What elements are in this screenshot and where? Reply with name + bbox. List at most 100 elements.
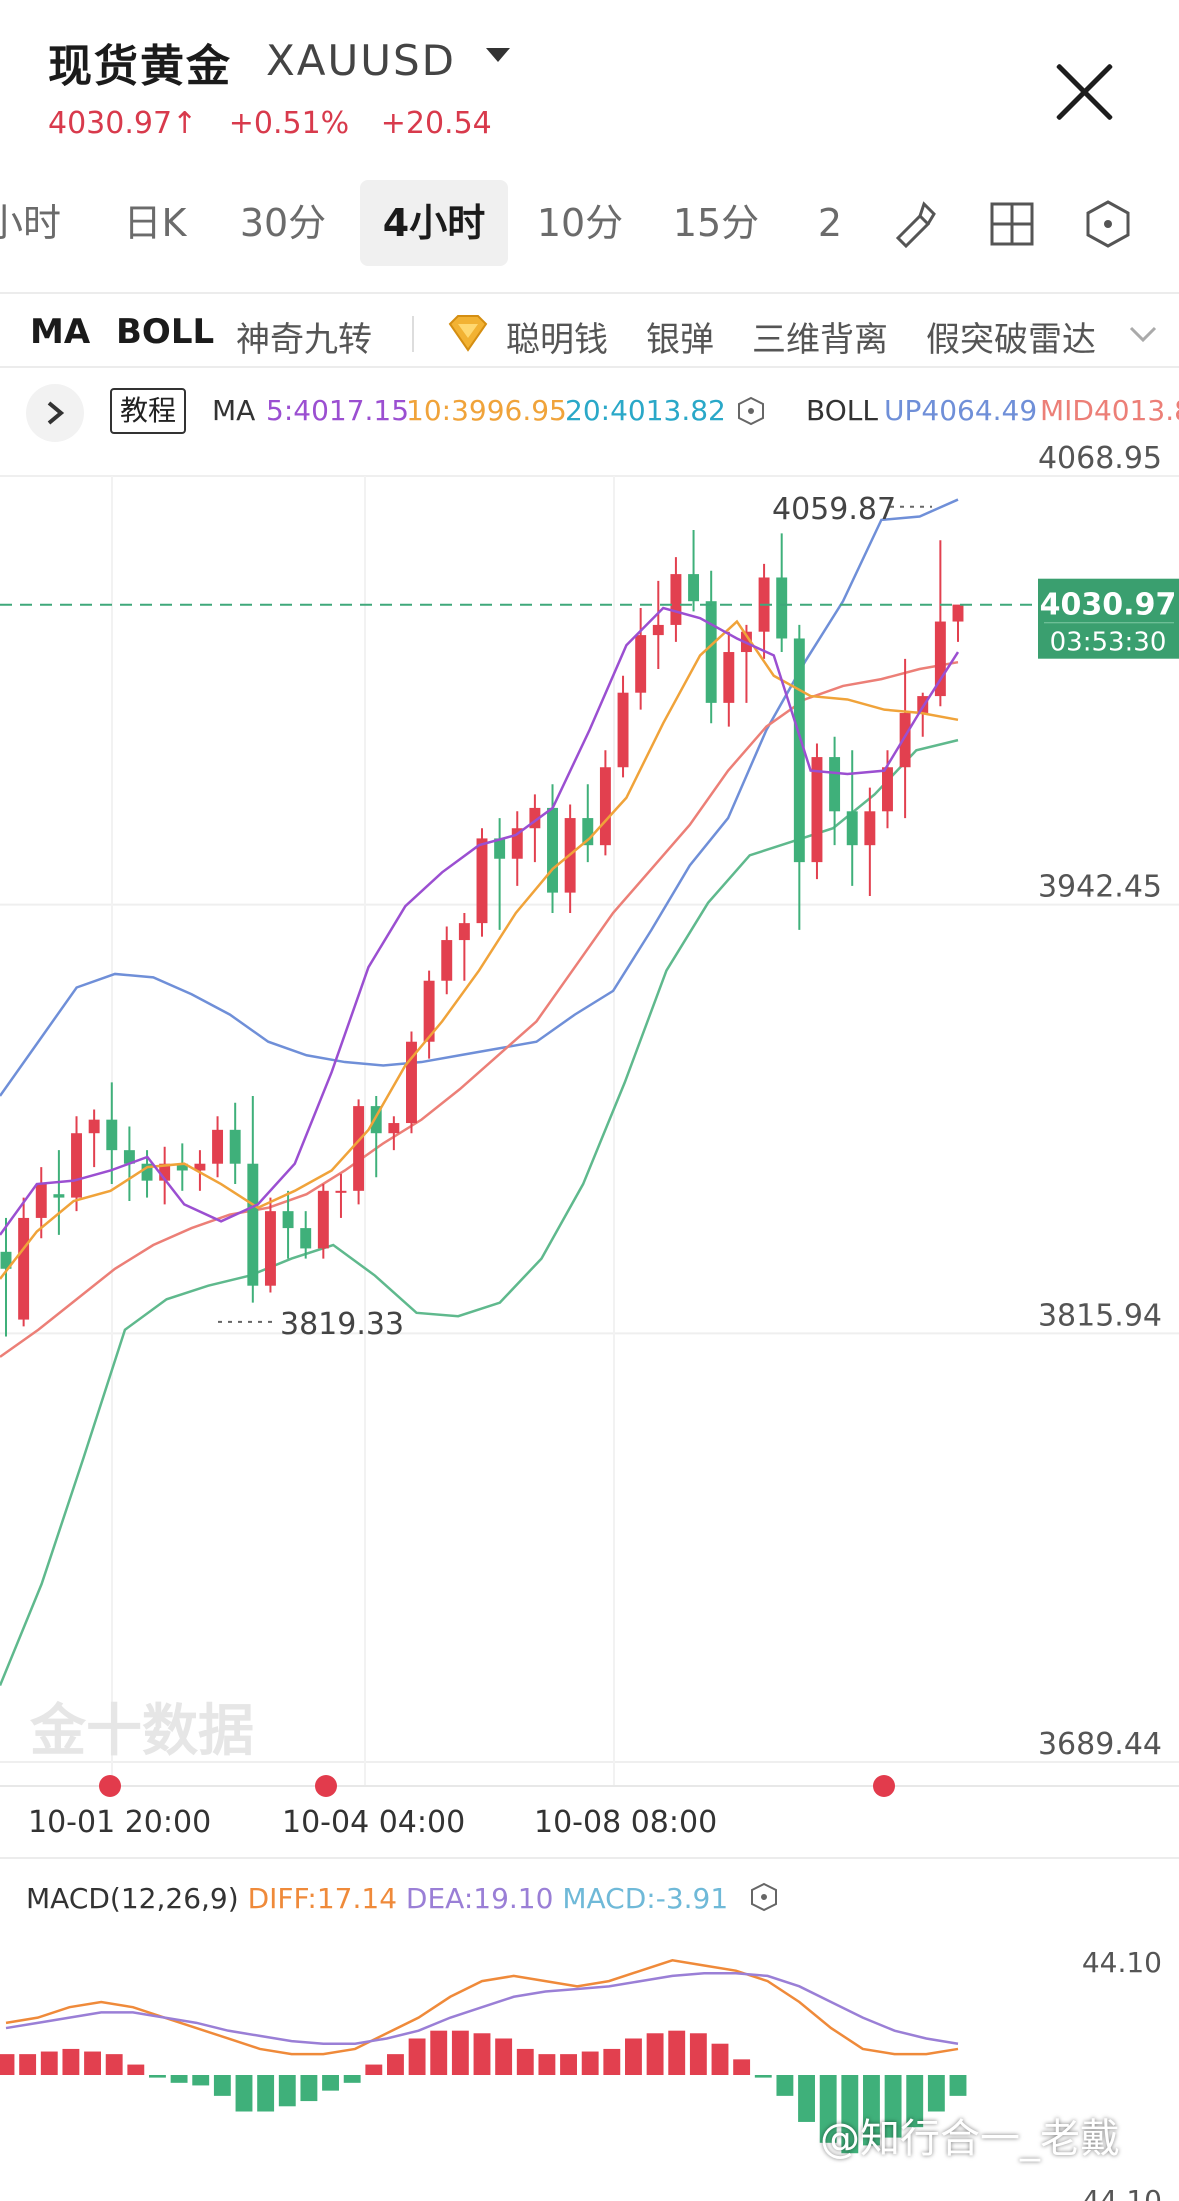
macd-histogram-bar — [213, 2075, 231, 2096]
candle-body — [282, 1211, 294, 1229]
candle-body — [194, 1163, 206, 1171]
ma5-line — [0, 606, 960, 1236]
candle-body — [406, 1041, 417, 1124]
candle-body — [35, 1184, 47, 1218]
macd-histogram-bar — [581, 2051, 599, 2075]
tab-30min[interactable]: 30分 — [239, 201, 327, 245]
tab-2hour[interactable]: 2小 — [817, 201, 843, 245]
candle-body — [88, 1119, 100, 1134]
macd-histogram-bar — [40, 2051, 58, 2075]
candle-body — [264, 1211, 276, 1286]
tab-day[interactable]: 日K — [123, 201, 187, 245]
event-marker[interactable] — [315, 1775, 337, 1797]
candle-body — [547, 807, 558, 893]
macd-histogram-bar — [560, 2054, 577, 2075]
macd-histogram-bar — [235, 2075, 253, 2112]
y-tick-label: 3815.94 — [1038, 1298, 1162, 1333]
candle-body — [511, 828, 523, 859]
expand-button[interactable] — [26, 384, 84, 442]
chevron-down-icon[interactable] — [1128, 324, 1158, 344]
macd-histogram-bar — [84, 2051, 101, 2075]
tab-4hour[interactable]: 4小时 — [360, 180, 508, 266]
candle-body — [652, 624, 664, 636]
tutorial-button[interactable]: 教程 — [110, 388, 187, 434]
indicator-false-breakout[interactable]: 假突破雷达 — [926, 320, 1096, 360]
settings-icon[interactable] — [749, 1882, 779, 1912]
macd-histogram-bar — [473, 2033, 491, 2075]
macd-histogram-bar — [149, 2075, 166, 2078]
divider — [0, 366, 1179, 368]
candle-body — [723, 652, 735, 703]
candle-body — [670, 574, 682, 625]
candle-body — [934, 621, 946, 697]
period-tabs: 小时 日K 30分 4小时 10分 15分 2小 — [0, 180, 1179, 270]
indicator-silver-bullet[interactable]: 银弹 — [646, 320, 714, 360]
indicator-nine-turn[interactable]: 神奇九转 — [236, 320, 372, 360]
candle-body — [688, 574, 700, 602]
macd-histogram-bar — [257, 2075, 275, 2112]
indicator-boll[interactable]: BOLL — [116, 312, 215, 352]
boll-label: BOLL — [806, 394, 878, 427]
candle-body — [229, 1129, 241, 1164]
macd-histogram-bar — [516, 2048, 534, 2075]
candle-body — [793, 638, 805, 863]
price-quote: 4030.97↑ +0.51% +20.54 — [48, 106, 514, 141]
macd-histogram-bar — [538, 2054, 556, 2075]
macd-diff: DIFF:17.14 — [247, 1882, 398, 1915]
settings-icon[interactable] — [736, 396, 766, 426]
candle-body — [476, 838, 488, 924]
tab-10min[interactable]: 10分 — [536, 201, 624, 245]
macd-title: MACD(12,26,9) — [26, 1882, 239, 1915]
macd-histogram-bar — [62, 2048, 80, 2075]
candle-body — [317, 1190, 329, 1249]
macd-histogram-bar — [949, 2075, 967, 2096]
macd-histogram-bar — [322, 2075, 339, 2091]
candle-body — [212, 1129, 224, 1164]
candle-body — [159, 1163, 171, 1181]
macd-histogram-bar — [19, 2054, 37, 2075]
current-price-badge — [1038, 578, 1179, 659]
candle-body — [882, 767, 893, 812]
macd-histogram-bar — [343, 2075, 361, 2083]
candle-body — [388, 1123, 400, 1134]
macd-bottom-tick: -44.10 — [1072, 2184, 1162, 2201]
change-amount: +20.54 — [380, 106, 492, 141]
candle-body — [458, 923, 470, 941]
candle-body — [635, 635, 647, 693]
hexagon-settings-icon[interactable] — [1082, 198, 1134, 250]
macd-histogram-bar — [798, 2075, 815, 2122]
chevron-down-icon[interactable] — [486, 48, 510, 62]
chevron-right-icon — [47, 401, 65, 425]
macd-legend: MACD(12,26,9) DIFF:17.14 DEA:19.10 MACD:… — [26, 1882, 779, 1915]
symbol-selector[interactable]: XAUUSD — [266, 36, 456, 85]
candle-body — [300, 1228, 312, 1249]
candle-body — [529, 807, 541, 829]
macd-histogram-bar — [689, 2033, 707, 2075]
page-title: 现货黄金 — [48, 41, 232, 92]
event-marker[interactable] — [873, 1775, 895, 1797]
tab-hour[interactable]: 小时 — [0, 201, 61, 245]
indicator-3d-divergence[interactable]: 三维背离 — [752, 320, 888, 360]
macd-histogram-bar — [863, 2075, 880, 2146]
candle-body — [18, 1217, 30, 1320]
macd-histogram-bar — [754, 2075, 772, 2078]
low-label: 3819.33 — [280, 1307, 404, 1342]
candle-body — [370, 1106, 382, 1134]
indicator-smart-money[interactable]: 聪明钱 — [506, 320, 608, 360]
author-watermark: @知行合一_老戴 — [820, 2116, 1120, 2162]
grid-layout-icon[interactable] — [986, 198, 1038, 250]
ma-label: MA — [212, 394, 256, 427]
indicator-ma[interactable]: MA — [30, 312, 91, 352]
event-marker[interactable] — [99, 1775, 121, 1797]
candle-body — [423, 980, 435, 1042]
draw-pen-icon[interactable] — [890, 198, 942, 250]
tab-15min[interactable]: 15分 — [672, 201, 760, 245]
macd-histogram-bar — [387, 2054, 404, 2075]
macd-histogram-bar — [430, 2030, 448, 2075]
macd-histogram-bar — [365, 2064, 383, 2075]
ma10-value: 10:3996.95 — [406, 394, 567, 427]
chart-legend: 教程 MA 5:4017.15 10:3996.95 20:4013.82 BO… — [0, 378, 1179, 442]
x-tick-label: 10-01 20:00 — [28, 1805, 211, 1840]
candle-body — [71, 1133, 82, 1198]
